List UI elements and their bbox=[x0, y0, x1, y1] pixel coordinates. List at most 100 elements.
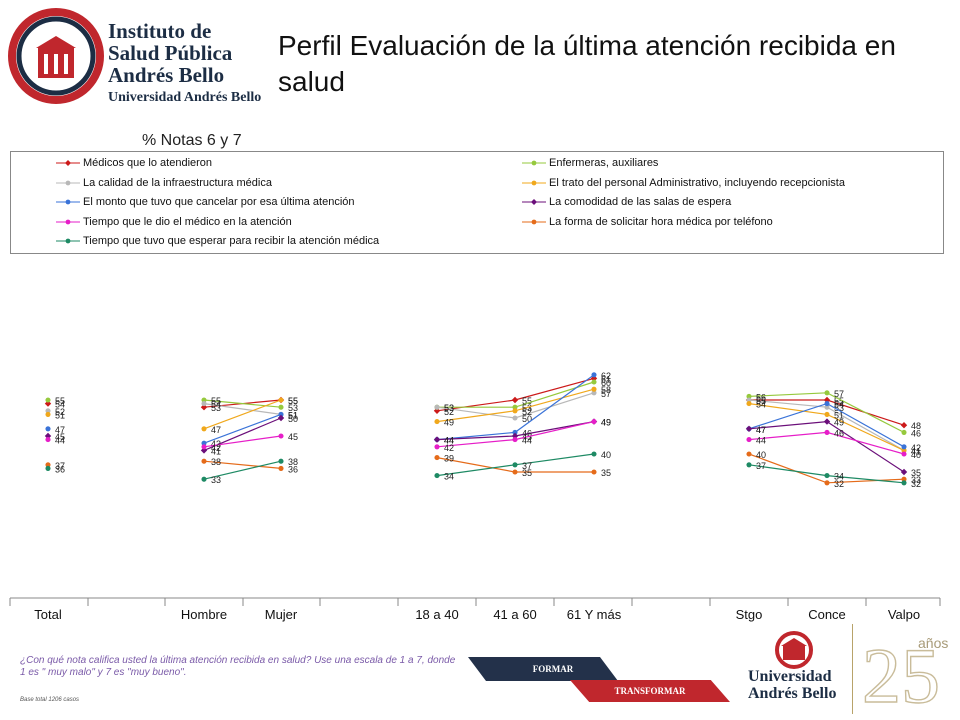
data-point bbox=[434, 404, 440, 410]
data-label: 54 bbox=[211, 400, 221, 410]
chart-legend: Médicos que lo atendieron Enfermeras, aux… bbox=[10, 151, 944, 254]
data-label: 42 bbox=[211, 443, 221, 453]
data-point bbox=[45, 465, 51, 471]
data-label: 40 bbox=[911, 450, 921, 460]
data-label: 50 bbox=[288, 414, 298, 424]
data-point bbox=[901, 429, 907, 435]
data-point bbox=[512, 462, 518, 468]
data-point bbox=[45, 411, 51, 417]
data-label: 53 bbox=[211, 403, 221, 413]
data-label: 48 bbox=[911, 421, 921, 431]
legend-swatch bbox=[522, 199, 546, 205]
legend-swatch bbox=[522, 160, 546, 166]
data-label: 55 bbox=[756, 396, 766, 406]
data-label: 55 bbox=[288, 396, 298, 406]
series-line bbox=[203, 403, 282, 415]
data-point bbox=[512, 408, 518, 414]
data-label: 42 bbox=[444, 443, 454, 453]
data-label: 41 bbox=[911, 446, 921, 456]
data-label: 36 bbox=[288, 464, 298, 474]
legend-marker bbox=[531, 160, 537, 166]
legend-marker bbox=[65, 238, 71, 244]
logo-line-2: Salud Pública bbox=[108, 41, 233, 65]
data-point bbox=[45, 426, 51, 432]
data-point bbox=[200, 447, 208, 454]
logo-line-1: Instituto de bbox=[108, 19, 212, 43]
footer-divider bbox=[852, 624, 853, 714]
x-tick-label: 61 Y más bbox=[567, 607, 622, 622]
data-point bbox=[512, 469, 518, 475]
data-point bbox=[746, 462, 752, 468]
data-point bbox=[44, 400, 52, 407]
data-label: 37 bbox=[55, 461, 65, 471]
base-note: Base total 1206 casos bbox=[20, 697, 80, 703]
legend-marker bbox=[531, 199, 537, 205]
data-point bbox=[591, 379, 597, 385]
data-point bbox=[901, 447, 907, 453]
data-label: 39 bbox=[444, 454, 454, 464]
data-label: 53 bbox=[522, 403, 532, 413]
x-tick-label: Total bbox=[34, 607, 62, 622]
data-label: 57 bbox=[601, 389, 611, 399]
data-label: 54 bbox=[756, 400, 766, 410]
data-point bbox=[591, 469, 597, 475]
data-point bbox=[591, 390, 597, 396]
data-point bbox=[433, 436, 441, 443]
data-label: 34 bbox=[834, 472, 844, 482]
legend-swatch bbox=[56, 160, 80, 166]
legend-label: La forma de solicitar hora médica por te… bbox=[549, 215, 773, 228]
data-point bbox=[201, 476, 207, 482]
data-label: 35 bbox=[522, 468, 532, 478]
data-point bbox=[824, 480, 830, 486]
data-label: 40 bbox=[756, 450, 766, 460]
data-label: 53 bbox=[834, 403, 844, 413]
data-label: 32 bbox=[911, 479, 921, 489]
series-line bbox=[203, 460, 282, 469]
data-point bbox=[591, 386, 597, 392]
data-label: 54 bbox=[55, 400, 65, 410]
data-point bbox=[200, 404, 208, 411]
data-point bbox=[901, 480, 907, 486]
data-point bbox=[901, 444, 907, 450]
data-label: 62 bbox=[601, 371, 611, 381]
legend-swatch bbox=[522, 219, 546, 224]
data-point bbox=[824, 411, 830, 417]
legend-marker bbox=[531, 219, 537, 224]
data-label: 45 bbox=[288, 432, 298, 442]
data-point bbox=[512, 429, 518, 435]
data-label: 52 bbox=[55, 407, 65, 417]
legend-marker bbox=[65, 199, 71, 205]
series-line bbox=[203, 399, 282, 430]
series-line bbox=[748, 420, 905, 473]
series-line bbox=[748, 431, 905, 455]
data-point bbox=[901, 476, 907, 482]
data-point bbox=[278, 433, 284, 439]
data-point bbox=[45, 437, 51, 443]
data-point bbox=[277, 414, 285, 422]
data-point bbox=[824, 473, 830, 479]
data-label: 47 bbox=[55, 425, 65, 435]
data-point bbox=[746, 393, 752, 399]
data-label: 47 bbox=[756, 425, 766, 435]
x-tick-label: 18 a 40 bbox=[415, 607, 458, 622]
anniversary-word: años bbox=[918, 635, 948, 651]
data-point bbox=[590, 375, 598, 382]
data-label: 51 bbox=[288, 410, 298, 420]
data-point bbox=[434, 419, 440, 425]
data-point bbox=[201, 401, 207, 407]
data-point bbox=[823, 396, 831, 404]
data-label: 53 bbox=[444, 403, 454, 413]
data-point bbox=[45, 397, 51, 403]
formar-banner: FORMAR bbox=[468, 657, 618, 681]
data-label: 49 bbox=[601, 418, 611, 428]
page-title: Perfil Evaluación de la última atención … bbox=[278, 30, 896, 97]
data-label: 51 bbox=[834, 410, 844, 420]
data-label: 54 bbox=[834, 400, 844, 410]
legend-swatch bbox=[56, 180, 80, 185]
data-point bbox=[591, 372, 597, 378]
data-point bbox=[434, 473, 440, 479]
data-point bbox=[201, 397, 207, 403]
legend-marker bbox=[65, 180, 71, 185]
